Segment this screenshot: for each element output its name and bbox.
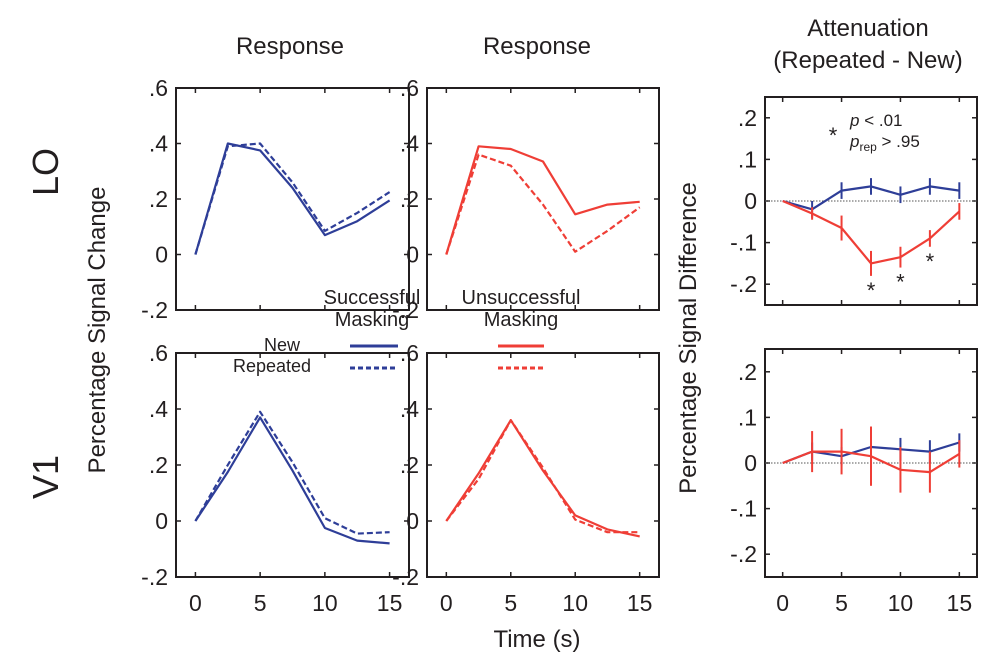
legend-repeated-label: Repeated <box>233 356 311 376</box>
ytick-label: .4 <box>149 396 168 422</box>
xtick-label: 15 <box>377 590 403 616</box>
ytick-label: .6 <box>400 75 419 101</box>
ytick-label: .4 <box>149 131 168 157</box>
xtick-label: 5 <box>504 590 517 616</box>
col-title-response-unsuccessful: Response <box>483 33 591 60</box>
significance-prep-line: prep > .95 <box>849 132 920 154</box>
xtick-label: 0 <box>189 590 202 616</box>
col-title-attenuation: Attenuation (Repeated - New) <box>773 15 962 74</box>
ytick-label: -.1 <box>730 496 757 522</box>
series-line-new <box>194 142 391 255</box>
significance-p-line: p < .01 <box>849 111 902 130</box>
xtick-label: 10 <box>312 590 338 616</box>
ytick-label: .4 <box>400 131 419 157</box>
panel-lo-attenuation: -.2 -.1 0 .1 .2 * * * <box>730 96 978 306</box>
ytick-label: 0 <box>406 508 419 534</box>
ylabel-response: Percentage Signal Change <box>84 187 111 474</box>
series-line-new <box>194 416 390 545</box>
series-line-repeated <box>445 419 640 534</box>
col-title-response-successful: Response <box>236 33 344 60</box>
ytick-label: .6 <box>149 75 168 101</box>
ytick-label: .2 <box>738 359 757 385</box>
ytick-label: .2 <box>738 105 757 131</box>
ytick-label: 0 <box>406 242 419 268</box>
row-label-v1: V1 <box>25 455 66 499</box>
significance-legend: * p < .01 prep > .95 <box>829 111 920 154</box>
xtick-label: 10 <box>888 590 914 616</box>
ytick-label: .6 <box>149 340 168 366</box>
legend-successful-title: Successful Masking <box>324 287 421 331</box>
panel-v1-attenuation: -.2 -.1 0 .1 .2 0 5 10 15 <box>730 348 978 616</box>
xtick-label: 0 <box>776 590 789 616</box>
significance-star: * <box>926 249 935 274</box>
panel-v1-unsuccessful: -.2 0 .2 .4 .6 0 5 10 15 <box>392 340 660 616</box>
ytick-label: 0 <box>744 188 757 214</box>
legend-unsuccessful-title: Unsuccessful Masking <box>462 287 581 331</box>
ytick-label: .6 <box>400 340 419 366</box>
significance-star: * <box>867 278 876 303</box>
ytick-label: -.2 <box>392 297 419 323</box>
xlabel: Time (s) <box>493 626 580 653</box>
xtick-label: 5 <box>254 590 267 616</box>
series-line-repeated <box>194 142 391 255</box>
ytick-label: .1 <box>738 404 757 430</box>
xtick-label: 15 <box>947 590 973 616</box>
ytick-label: .2 <box>400 186 419 212</box>
xtick-label: 15 <box>627 590 653 616</box>
ytick-label: .2 <box>149 452 168 478</box>
ytick-label: -.1 <box>730 230 757 256</box>
ytick-label: -.2 <box>730 271 757 297</box>
ytick-label: 0 <box>155 508 168 534</box>
panel-frame <box>175 352 410 578</box>
significance-star: * <box>896 270 905 295</box>
panel-v1-successful: -.2 0 .2 .4 .6 0 5 10 15 <box>141 340 410 616</box>
ytick-label: .2 <box>149 186 168 212</box>
panel-lo-unsuccessful: -.2 0 .2 .4 .6 <box>392 75 660 323</box>
xtick-label: 5 <box>835 590 848 616</box>
ytick-label: -.2 <box>392 564 419 590</box>
ytick-label: 0 <box>744 450 757 476</box>
ytick-label: .1 <box>738 146 757 172</box>
ytick-label: -.2 <box>141 564 168 590</box>
ytick-label: .2 <box>400 452 419 478</box>
xtick-label: 10 <box>562 590 588 616</box>
row-label-lo: LO <box>25 148 66 196</box>
ytick-label: .4 <box>400 396 419 422</box>
series-line-repeated <box>194 410 390 535</box>
legend: Successful Masking Unsuccessful Masking Ne… <box>233 287 581 376</box>
ylabel-attenuation: Percentage Signal Difference <box>675 182 702 494</box>
series-line-repeated <box>445 153 641 255</box>
xtick-label: 0 <box>440 590 453 616</box>
panel-frame <box>426 352 660 578</box>
panel-lo-successful: -.2 0 .2 .4 .6 <box>141 75 410 323</box>
significance-legend-star: * <box>829 123 838 148</box>
series-line-new <box>445 145 640 255</box>
legend-new-label: New <box>264 335 301 355</box>
ytick-label: 0 <box>155 242 168 268</box>
ytick-label: -.2 <box>730 541 757 567</box>
series-line-new <box>445 419 640 538</box>
ytick-label: -.2 <box>141 297 168 323</box>
